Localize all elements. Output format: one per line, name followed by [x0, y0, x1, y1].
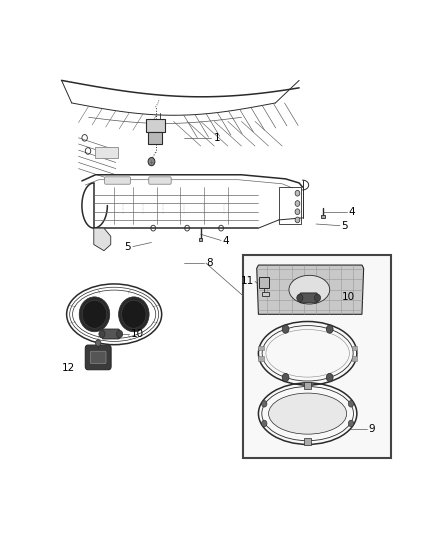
- Circle shape: [326, 373, 333, 382]
- Bar: [199, 238, 202, 241]
- Polygon shape: [94, 228, 111, 251]
- Bar: [148, 133, 162, 144]
- FancyBboxPatch shape: [149, 177, 171, 184]
- Bar: [146, 118, 165, 132]
- Text: 1: 1: [214, 133, 221, 143]
- Bar: [352, 357, 357, 360]
- Text: 12: 12: [62, 362, 75, 373]
- Text: 4: 4: [348, 207, 355, 217]
- Bar: [243, 255, 391, 458]
- Circle shape: [117, 330, 123, 338]
- FancyBboxPatch shape: [300, 293, 318, 303]
- Bar: [259, 277, 269, 288]
- Circle shape: [348, 420, 354, 427]
- Bar: [262, 292, 268, 296]
- Circle shape: [295, 217, 300, 223]
- Text: 10: 10: [131, 329, 144, 339]
- Circle shape: [148, 158, 155, 166]
- Bar: [279, 187, 301, 224]
- Circle shape: [297, 294, 303, 302]
- FancyBboxPatch shape: [105, 177, 131, 184]
- Circle shape: [295, 190, 300, 196]
- Text: 4: 4: [223, 236, 230, 246]
- Text: 8: 8: [206, 258, 212, 268]
- Circle shape: [95, 340, 101, 346]
- Text: 5: 5: [124, 243, 131, 253]
- Bar: [258, 346, 264, 350]
- Text: 9: 9: [369, 424, 375, 434]
- Circle shape: [326, 325, 333, 333]
- Bar: [304, 438, 311, 445]
- Circle shape: [295, 200, 300, 206]
- Bar: [95, 147, 117, 158]
- Circle shape: [314, 294, 321, 302]
- Circle shape: [282, 373, 289, 382]
- Circle shape: [99, 330, 105, 338]
- FancyBboxPatch shape: [102, 329, 120, 339]
- Circle shape: [261, 400, 267, 407]
- Bar: [352, 346, 357, 350]
- Bar: [321, 215, 325, 218]
- Bar: [304, 383, 311, 389]
- Ellipse shape: [82, 301, 107, 328]
- Text: 11: 11: [240, 276, 254, 286]
- Bar: [258, 357, 264, 360]
- Circle shape: [348, 400, 354, 407]
- Circle shape: [295, 209, 300, 215]
- Circle shape: [282, 325, 289, 333]
- FancyBboxPatch shape: [90, 351, 106, 364]
- Ellipse shape: [268, 393, 346, 434]
- Text: 5: 5: [342, 221, 348, 231]
- Ellipse shape: [119, 297, 149, 332]
- Circle shape: [261, 420, 267, 427]
- Ellipse shape: [289, 276, 330, 304]
- FancyBboxPatch shape: [85, 345, 111, 370]
- Text: 10: 10: [342, 292, 355, 302]
- Polygon shape: [257, 265, 364, 314]
- Ellipse shape: [79, 297, 110, 332]
- Ellipse shape: [122, 301, 146, 328]
